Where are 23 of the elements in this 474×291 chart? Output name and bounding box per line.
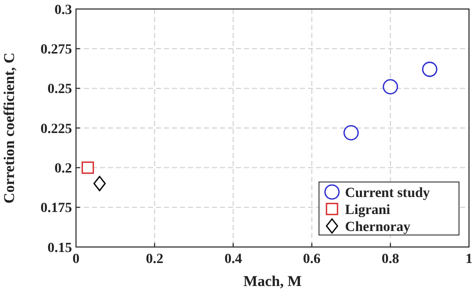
x-tick-label: 0 (72, 252, 80, 267)
y-tick-label: 0.225 (40, 122, 72, 137)
y-tick-label: 0.25 (48, 82, 72, 98)
x-tick-label: 1 (466, 252, 472, 267)
y-axis-title: Corretion coefficient, C (2, 52, 18, 204)
point (82, 162, 94, 174)
x-axis-title: Mach, M (243, 274, 302, 290)
y-tick-label: 0.3 (54, 2, 72, 18)
y-tick-label: 0.175 (40, 201, 72, 216)
legend-label: Ligrani (345, 202, 390, 218)
x-tick-label: 0.2 (146, 252, 164, 267)
point (93, 176, 106, 192)
legend-label: Chernoray (345, 220, 410, 235)
y-tick-label: 0.2 (54, 162, 72, 177)
y-tick-label: 0.15 (48, 240, 72, 256)
legend-label: Current study (345, 186, 430, 201)
point (343, 125, 359, 140)
x-tick-label: 0.6 (303, 252, 321, 267)
point (422, 62, 438, 77)
point (382, 79, 398, 94)
y-tick-label: 0.275 (40, 42, 72, 58)
x-tick-label: 0.8 (382, 252, 400, 267)
x-tick-label: 0.4 (224, 252, 242, 267)
